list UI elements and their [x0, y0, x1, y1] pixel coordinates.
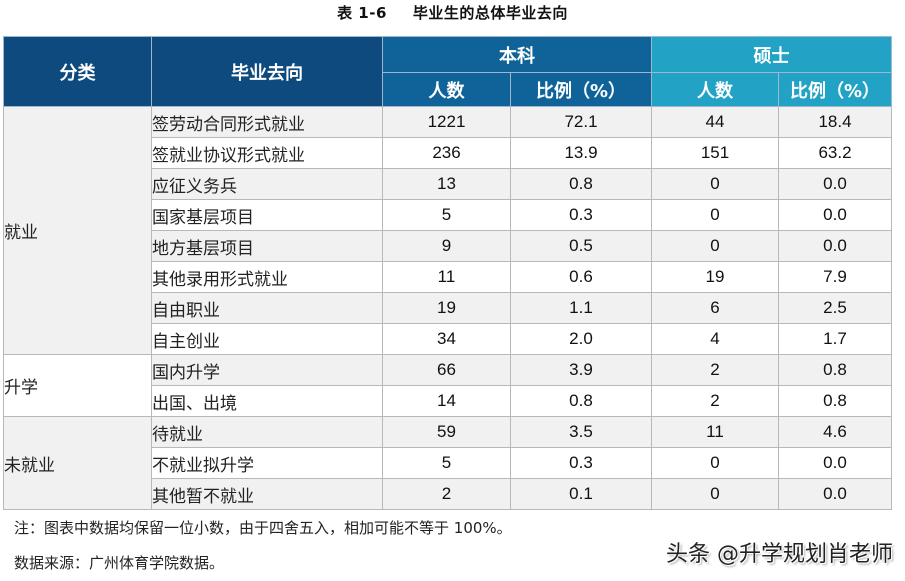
bachelor-ratio-cell: 13.9 [510, 137, 652, 169]
bachelor-ratio-cell: 0.1 [510, 478, 652, 510]
master-count-cell: 0 [651, 230, 779, 262]
master-ratio-cell: 0.8 [778, 385, 892, 417]
bachelor-ratio-cell: 0.6 [510, 261, 652, 293]
header-bachelor: 本科 [382, 36, 652, 73]
table-title-text: 毕业生的总体毕业去向 [412, 4, 568, 22]
master-count-cell: 4 [651, 323, 779, 355]
destination-cell: 签就业协议形式就业 [151, 137, 383, 169]
master-count-cell: 0 [651, 447, 779, 479]
master-ratio-cell: 63.2 [778, 137, 892, 169]
master-ratio-cell: 18.4 [778, 106, 892, 138]
destination-cell: 自由职业 [151, 292, 383, 324]
destination-cell: 自主创业 [151, 323, 383, 355]
destination-cell: 国家基层项目 [151, 199, 383, 231]
table-row: 出国、出境 14 0.8 2 0.8 [4, 385, 892, 417]
header-master-count: 人数 [651, 72, 779, 107]
destination-cell: 地方基层项目 [151, 230, 383, 262]
header-master: 硕士 [651, 36, 892, 73]
master-ratio-cell: 2.5 [778, 292, 892, 324]
bachelor-ratio-cell: 0.8 [510, 385, 652, 417]
bachelor-ratio-cell: 72.1 [510, 106, 652, 138]
table-row: 自由职业 19 1.1 6 2.5 [4, 292, 892, 324]
bachelor-ratio-cell: 3.5 [510, 416, 652, 448]
header-bachelor-ratio: 比例（%） [510, 72, 652, 107]
master-count-cell: 151 [651, 137, 779, 169]
header-destination: 毕业去向 [151, 36, 383, 107]
table-row: 签就业协议形式就业 236 13.9 151 63.2 [4, 137, 892, 169]
bachelor-ratio-cell: 0.3 [510, 199, 652, 231]
bachelor-count-cell: 59 [382, 416, 511, 448]
bachelor-ratio-cell: 0.8 [510, 168, 652, 200]
bachelor-count-cell: 2 [382, 478, 511, 510]
destination-cell: 应征义务兵 [151, 168, 383, 200]
master-ratio-cell: 0.0 [778, 199, 892, 231]
master-ratio-cell: 0.0 [778, 168, 892, 200]
category-further-study: 升学 [3, 354, 152, 417]
master-count-cell: 0 [651, 168, 779, 200]
table-row: 升学 国内升学 66 3.9 2 0.8 [3, 354, 892, 417]
bachelor-count-cell: 34 [382, 323, 511, 355]
master-count-cell: 11 [651, 416, 779, 448]
table-row: 就业 签劳动合同形式就业 1221 72.1 44 18.4 [3, 106, 892, 355]
table-row: 国家基层项目 5 0.3 0 0.0 [4, 199, 892, 231]
bachelor-ratio-cell: 0.3 [510, 447, 652, 479]
master-ratio-cell: 0.0 [778, 478, 892, 510]
data-source: 数据来源：广州体育学院数据。 [14, 554, 225, 572]
destination-cell: 出国、出境 [151, 385, 383, 417]
table-note: 注：图表中数据均保留一位小数，由于四舍五入，相加可能不等于 100%。 [14, 519, 512, 537]
bachelor-count-cell: 9 [382, 230, 511, 262]
master-ratio-cell: 1.7 [778, 323, 892, 355]
master-ratio-cell: 4.6 [778, 416, 892, 448]
header-bachelor-count: 人数 [382, 72, 511, 107]
master-count-cell: 2 [651, 385, 779, 417]
header-master-ratio: 比例（%） [778, 72, 892, 107]
bachelor-ratio-cell: 0.5 [510, 230, 652, 262]
master-count-cell: 0 [651, 199, 779, 231]
destination-cell: 其他暂不就业 [151, 478, 383, 510]
bachelor-ratio-cell: 2.0 [510, 323, 652, 355]
master-count-cell: 6 [651, 292, 779, 324]
graduate-destination-table: 分类 毕业去向 本科 硕士 人数 比例（%） 人数 比例（%） 就业 签劳动合同… [3, 36, 892, 510]
bachelor-count-cell: 66 [382, 354, 511, 386]
watermark: 头条 @升学规划肖老师 [666, 542, 893, 567]
bachelor-count-cell: 14 [382, 385, 511, 417]
master-count-cell: 19 [651, 261, 779, 293]
destination-cell: 国内升学 [151, 354, 383, 386]
table-row: 其他暂不就业 2 0.1 0 0.0 [4, 478, 892, 510]
master-count-cell: 2 [651, 354, 779, 386]
bachelor-count-cell: 5 [382, 447, 511, 479]
master-ratio-cell: 7.9 [778, 261, 892, 293]
master-ratio-cell: 0.0 [778, 447, 892, 479]
master-count-cell: 0 [651, 478, 779, 510]
header-category: 分类 [3, 36, 152, 107]
bachelor-ratio-cell: 3.9 [510, 354, 652, 386]
table-title: 表 1-6 毕业生的总体毕业去向 [0, 2, 905, 23]
bachelor-count-cell: 19 [382, 292, 511, 324]
table-row: 自主创业 34 2.0 4 1.7 [4, 323, 892, 355]
table-row: 未就业 待就业 59 3.5 11 4.6 [3, 416, 892, 510]
bachelor-ratio-cell: 1.1 [510, 292, 652, 324]
bachelor-count-cell: 1221 [382, 106, 511, 138]
master-ratio-cell: 0.0 [778, 230, 892, 262]
destination-cell: 其他录用形式就业 [151, 261, 383, 293]
bachelor-count-cell: 13 [382, 168, 511, 200]
bachelor-count-cell: 236 [382, 137, 511, 169]
table-row: 地方基层项目 9 0.5 0 0.0 [4, 230, 892, 262]
master-ratio-cell: 0.8 [778, 354, 892, 386]
table-row: 其他录用形式就业 11 0.6 19 7.9 [4, 261, 892, 293]
table-number: 表 1-6 [337, 4, 387, 22]
destination-cell: 待就业 [151, 416, 383, 448]
category-unemployed: 未就业 [3, 416, 152, 510]
bachelor-count-cell: 5 [382, 199, 511, 231]
category-employed: 就业 [3, 106, 152, 355]
destination-cell: 签劳动合同形式就业 [151, 106, 383, 138]
destination-cell: 不就业拟升学 [151, 447, 383, 479]
table-row: 不就业拟升学 5 0.3 0 0.0 [4, 447, 892, 479]
master-count-cell: 44 [651, 106, 779, 138]
bachelor-count-cell: 11 [382, 261, 511, 293]
